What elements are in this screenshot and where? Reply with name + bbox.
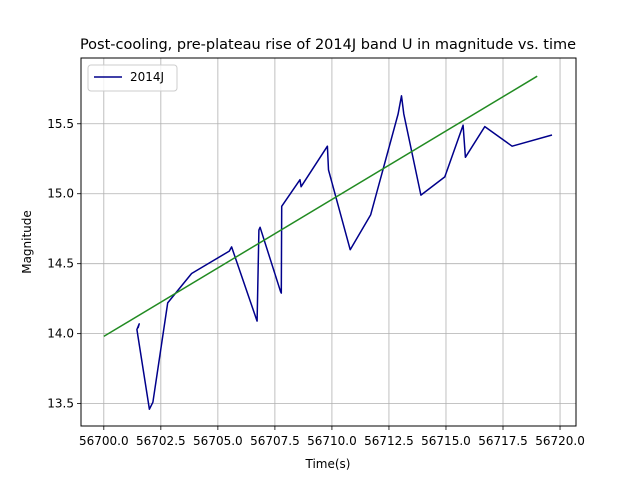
y-tick-label: 13.5: [47, 397, 74, 411]
grid: [81, 58, 576, 426]
x-tick-label: 56720.0: [535, 434, 585, 448]
legend-box: [87, 64, 178, 92]
y-tick-label: 15.0: [47, 187, 74, 201]
x-tick-label: 56715.0: [421, 434, 471, 448]
axis-ticks: 56700.0 56702.5 56705.0 56707.5 56710.0 56712…: [47, 117, 585, 448]
y-tick-label: 15.5: [47, 117, 74, 131]
legend-label-2014j: 2014J: [130, 70, 164, 84]
x-tick-label: 56710.0: [307, 434, 357, 448]
y-tick-label: 14.5: [47, 257, 74, 271]
y-tick-label: 14.0: [47, 327, 74, 341]
x-axis-label: Time(s): [305, 457, 351, 471]
x-tick-label: 56717.5: [478, 434, 528, 448]
plot-frame: [80, 57, 577, 427]
x-tick-label: 56705.0: [193, 434, 243, 448]
x-tick-label: 56707.5: [250, 434, 300, 448]
x-tick-label: 56702.5: [136, 434, 186, 448]
y-axis-label: Magnitude: [20, 210, 34, 274]
legend: 2014J: [87, 64, 178, 92]
x-tick-label: 56712.5: [364, 434, 414, 448]
series-line-2014j: [136, 95, 553, 410]
x-tick-label: 56700.0: [79, 434, 129, 448]
plot-series: [103, 75, 553, 410]
chart-title: Post-cooling, pre-plateau rise of 2014J …: [80, 37, 576, 53]
series-line-fit: [103, 75, 538, 338]
